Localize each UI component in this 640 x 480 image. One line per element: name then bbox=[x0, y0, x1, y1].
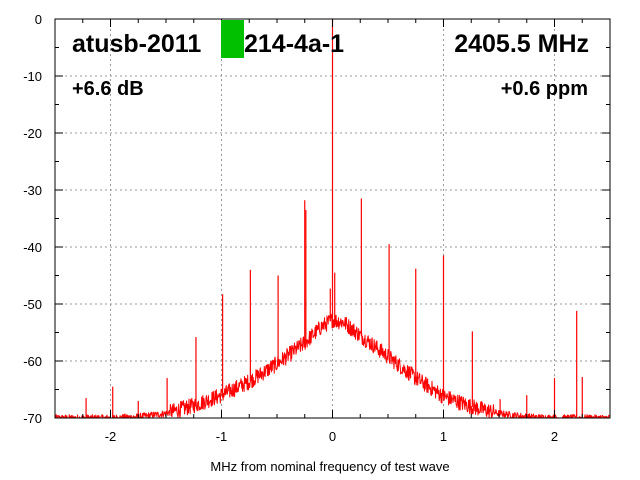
y-tick-label: 0 bbox=[35, 12, 42, 27]
x-tick-label: 0 bbox=[329, 429, 336, 444]
x-tick-label: -2 bbox=[105, 429, 117, 444]
x-tick-label: -1 bbox=[216, 429, 228, 444]
y-tick-label: -30 bbox=[23, 183, 42, 198]
frequency-label: 2405.5 MHz bbox=[454, 30, 589, 58]
green-marker bbox=[221, 20, 244, 58]
device-label-left: atusb-2011 bbox=[72, 30, 201, 58]
tick-labels: -2 -1 0 1 20-10-20-30-40-50-60-70 bbox=[23, 12, 558, 444]
x-tick-label: 2 bbox=[551, 429, 558, 444]
axis-ticks bbox=[54, 18, 611, 419]
y-tick-label: -40 bbox=[23, 240, 42, 255]
x-axis-title: MHz from nominal frequency of test wave bbox=[210, 459, 449, 474]
y-tick-label: -50 bbox=[23, 297, 42, 312]
y-tick-label: -70 bbox=[23, 411, 42, 426]
y-tick-label: -60 bbox=[23, 354, 42, 369]
noise-floor-line bbox=[54, 313, 611, 419]
y-tick-label: -10 bbox=[23, 69, 42, 84]
y-tick-label: -20 bbox=[23, 126, 42, 141]
device-label-right: 214-4a-1 bbox=[244, 30, 344, 58]
offset-label: +0.6 ppm bbox=[501, 78, 588, 100]
gain-label: +6.6 dB bbox=[72, 78, 144, 100]
x-tick-label: 1 bbox=[440, 429, 447, 444]
